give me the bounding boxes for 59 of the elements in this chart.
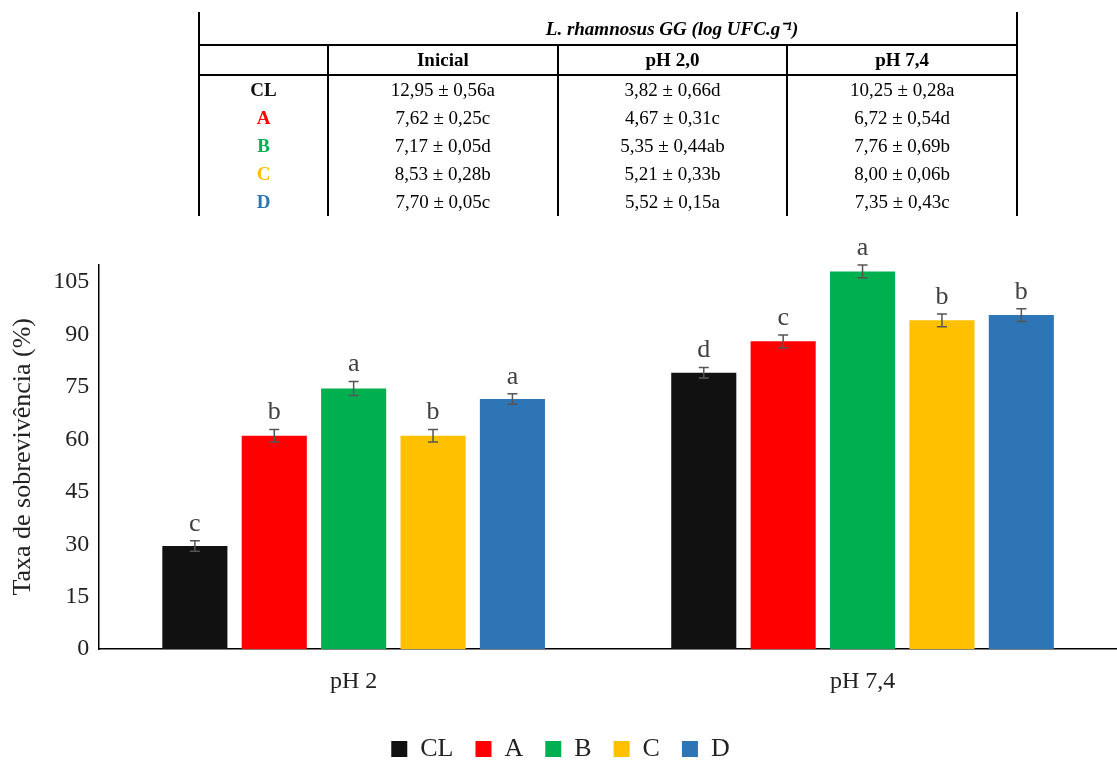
y-tick-label: 75 <box>65 372 90 399</box>
bar <box>909 320 975 650</box>
text: L. rhamnosus GG (log UFC.g⁻¹) <box>544 17 800 41</box>
text: 7,70 ± 0,05c <box>395 191 491 212</box>
y-tick-label: 0 <box>77 634 90 661</box>
text: 7,35 ± 0,43c <box>854 191 950 212</box>
bar <box>671 372 737 650</box>
text: 5,21 ± 0,33b <box>624 163 721 184</box>
bar <box>750 341 816 650</box>
data-label: a <box>347 348 360 378</box>
bar <box>241 435 307 650</box>
text: 10,25 ± 0,28a <box>849 79 955 100</box>
bar <box>988 315 1054 650</box>
category-label: pH 2,0 <box>557 45 788 75</box>
legend-label: D <box>710 732 730 762</box>
text: 5,52 ± 0,15a <box>625 191 720 212</box>
data-label: c <box>777 301 789 331</box>
category-label: C <box>256 163 271 184</box>
text: 8,00 ± 0,06b <box>854 163 951 184</box>
legend-label: CL <box>420 732 454 762</box>
bar <box>830 271 896 650</box>
y-tick-label: 60 <box>65 424 90 451</box>
text: 4,67 ± 0,31c <box>625 107 720 128</box>
bar <box>321 388 387 650</box>
data-label: b <box>426 396 440 426</box>
data-label: b <box>267 396 281 426</box>
y-axis-title: Taxa de sobrevivência (%) <box>7 318 37 596</box>
x-tick-label: pH 2 <box>329 666 378 693</box>
text: 7,62 ± 0,25c <box>395 107 491 128</box>
category-label: pH 7,4 <box>787 45 1017 75</box>
bar <box>400 435 466 650</box>
y-tick-label: 15 <box>65 582 90 609</box>
text: 3,82 ± 0,66d <box>624 79 721 100</box>
data-label: a <box>506 360 519 390</box>
text: 6,72 ± 0,54d <box>854 107 951 128</box>
category-label: B <box>257 135 270 156</box>
y-tick-label: 90 <box>65 319 90 346</box>
text: 5,35 ± 0,44ab <box>620 135 725 156</box>
y-tick-label: 105 <box>53 267 90 294</box>
text: 8,53 ± 0,28b <box>394 163 491 184</box>
data-label: d <box>697 334 711 364</box>
bar <box>479 399 545 650</box>
text: 7,76 ± 0,69b <box>854 135 951 156</box>
y-tick-label: 30 <box>65 529 90 556</box>
data-label: a <box>856 231 869 261</box>
data-label: b <box>1014 275 1028 305</box>
legend-label: C <box>642 732 660 762</box>
category-label: CL <box>250 79 277 100</box>
category-label: Inicial <box>328 45 558 75</box>
category-label: A <box>256 107 271 128</box>
bar <box>162 546 228 650</box>
text: 12,95 ± 0,56a <box>390 79 496 100</box>
legend-label: A <box>504 732 524 762</box>
data-label: c <box>189 507 201 537</box>
text: 7,17 ± 0,05d <box>394 135 491 156</box>
legend-label: B <box>574 732 592 762</box>
y-tick-label: 45 <box>65 477 90 504</box>
data-label: b <box>935 280 949 310</box>
category-label: D <box>256 191 271 212</box>
